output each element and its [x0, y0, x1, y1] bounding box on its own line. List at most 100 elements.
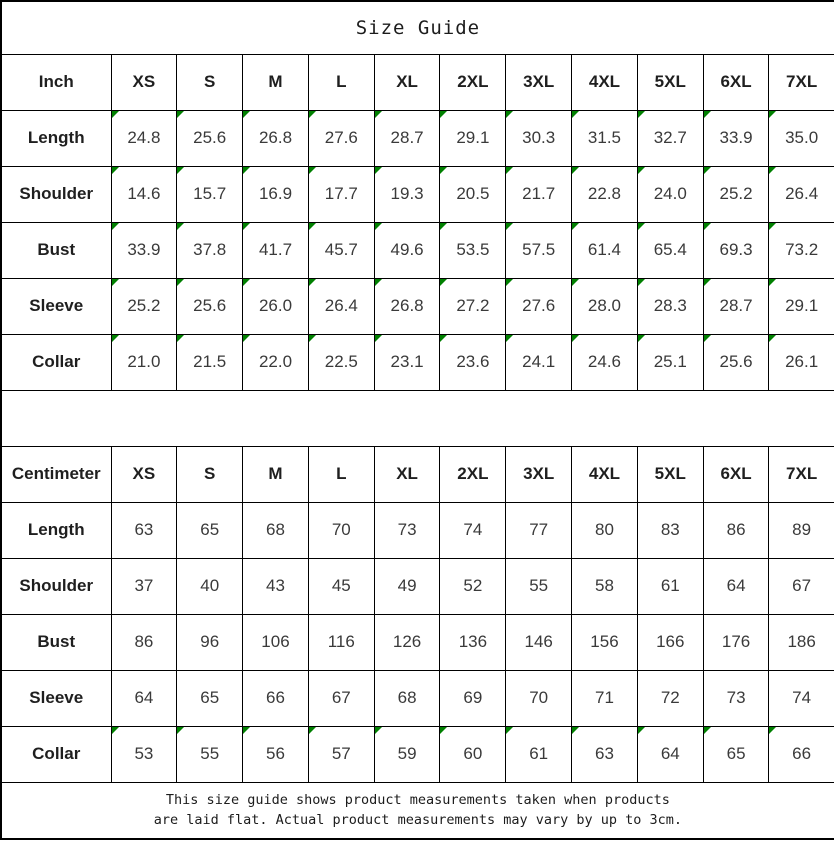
- value-text: 16.9: [258, 184, 293, 203]
- cell-corner-flag-icon: [374, 166, 382, 174]
- measurement-row-inch-bust: Bust 33.9 37.8 41.7 45.7 49.6 53.5 57.5 61.4 65.4…: [0, 221, 834, 279]
- value-cell-inch-length-5xl: 32.7: [636, 109, 704, 167]
- value-text: 31.5: [587, 128, 622, 147]
- cell-corner-flag-icon: [440, 278, 448, 286]
- value-text: 65: [726, 744, 746, 763]
- value-cell-centimeter-sleeve-l: 67: [307, 669, 375, 727]
- value-text: 136: [458, 632, 488, 651]
- value-text: 26.8: [390, 296, 424, 315]
- cell-corner-flag-icon: [769, 278, 777, 286]
- value-cell-inch-bust-2xl: 53.5: [439, 221, 507, 279]
- cell-corner-flag-icon: [308, 334, 316, 342]
- value-cell-centimeter-shoulder-xl: 49: [373, 557, 441, 615]
- value-cell-inch-shoulder-xl: 19.3: [373, 165, 441, 223]
- value-cell-inch-sleeve-6xl: 28.7: [702, 277, 770, 335]
- value-text: 22.0: [258, 352, 293, 371]
- value-text: 49.6: [390, 240, 424, 259]
- value-text: 57.5: [522, 240, 556, 259]
- value-cell-centimeter-shoulder-m: 43: [242, 557, 309, 615]
- value-cell-inch-shoulder-xs: 14.6: [110, 165, 178, 223]
- cell-corner-flag-icon: [703, 166, 711, 174]
- value-text: 186: [787, 632, 816, 651]
- cell-corner-flag-icon: [243, 726, 251, 734]
- cell-corner-flag-icon: [177, 334, 185, 342]
- cell-corner-flag-icon: [111, 278, 119, 286]
- value-text: 26.4: [785, 184, 819, 203]
- measurement-row-inch-length: Length 24.8 25.6 26.8 27.6 28.7 29.1 30.3 31.5 32…: [0, 109, 834, 167]
- value-cell-centimeter-collar-xs: 53: [110, 725, 178, 783]
- value-text: 41.7: [258, 240, 293, 259]
- footer-note-line2: are laid flat. Actual product measuremen…: [153, 812, 683, 829]
- value-text: 45.7: [324, 240, 358, 259]
- cell-corner-flag-icon: [637, 334, 645, 342]
- value-text: 71: [595, 688, 614, 707]
- value-text: 58: [595, 576, 614, 595]
- cell-corner-flag-icon: [177, 278, 185, 286]
- measure-label-centimeter-collar: Collar: [0, 725, 112, 783]
- cell-corner-flag-icon: [769, 222, 777, 230]
- value-text: 25.6: [719, 352, 753, 371]
- value-cell-centimeter-sleeve-3xl: 70: [505, 669, 573, 727]
- size-header-centimeter-xs: XS: [110, 445, 178, 503]
- value-text: 66: [792, 744, 812, 763]
- value-text: 86: [134, 632, 154, 651]
- cell-corner-flag-icon: [177, 166, 185, 174]
- value-cell-inch-sleeve-7xl: 29.1: [768, 277, 834, 335]
- value-cell-inch-length-6xl: 33.9: [702, 109, 770, 167]
- value-text: 61.4: [587, 240, 622, 259]
- value-cell-centimeter-bust-2xl: 136: [439, 613, 507, 671]
- measurement-row-centimeter-collar: Collar 53 55 56 57 59 60 61 63 64 65 66: [0, 725, 834, 783]
- size-header-inch-3xl: 3XL: [505, 53, 573, 111]
- footer-row: This size guide shows product measuremen…: [0, 781, 834, 840]
- value-cell-centimeter-sleeve-xs: 64: [110, 669, 178, 727]
- value-cell-centimeter-length-xl: 73: [373, 501, 441, 559]
- value-cell-inch-shoulder-6xl: 25.2: [702, 165, 770, 223]
- value-text: 27.2: [456, 296, 490, 315]
- cell-corner-flag-icon: [177, 110, 185, 118]
- value-text: 176: [721, 632, 751, 651]
- value-cell-centimeter-length-4xl: 80: [571, 501, 638, 559]
- value-cell-inch-bust-s: 37.8: [176, 221, 244, 279]
- value-cell-centimeter-shoulder-6xl: 64: [702, 557, 770, 615]
- measure-label-centimeter-bust: Bust: [0, 613, 112, 671]
- value-text: 22.8: [587, 184, 622, 203]
- cell-corner-flag-icon: [572, 166, 580, 174]
- value-cell-inch-collar-6xl: 25.6: [702, 333, 770, 391]
- value-text: 32.7: [653, 128, 687, 147]
- cell-corner-flag-icon: [637, 166, 645, 174]
- cell-corner-flag-icon: [637, 110, 645, 118]
- value-cell-inch-shoulder-4xl: 22.8: [571, 165, 638, 223]
- value-text: 24.6: [587, 352, 622, 371]
- cell-corner-flag-icon: [308, 222, 316, 230]
- value-text: 49: [397, 576, 417, 595]
- value-text: 35.0: [785, 128, 819, 147]
- value-cell-centimeter-shoulder-l: 45: [307, 557, 375, 615]
- cell-corner-flag-icon: [769, 726, 777, 734]
- measurement-row-centimeter-bust: Bust 86 96 106 116 126 136 146 156 166 176 186: [0, 613, 834, 671]
- value-cell-inch-collar-5xl: 25.1: [636, 333, 704, 391]
- value-cell-centimeter-bust-4xl: 156: [571, 613, 638, 671]
- value-text: 67: [792, 576, 812, 595]
- value-text: 73: [397, 520, 417, 539]
- cell-corner-flag-icon: [440, 222, 448, 230]
- value-text: 74: [463, 520, 483, 539]
- value-cell-centimeter-length-3xl: 77: [505, 501, 573, 559]
- cell-corner-flag-icon: [506, 278, 514, 286]
- value-text: 64: [134, 688, 154, 707]
- measurement-row-centimeter-length: Length 63 65 68 70 73 74 77 80 83 86 89: [0, 501, 834, 559]
- value-text: 73.2: [785, 240, 819, 259]
- value-cell-inch-collar-2xl: 23.6: [439, 333, 507, 391]
- value-text: 33.9: [127, 240, 161, 259]
- value-text: 61: [529, 744, 549, 763]
- cell-corner-flag-icon: [506, 166, 514, 174]
- value-cell-inch-bust-7xl: 73.2: [768, 221, 834, 279]
- value-text: 57: [331, 744, 351, 763]
- measurement-row-centimeter-sleeve: Sleeve 64 65 66 67 68 69 70 71 72 73 74: [0, 669, 834, 727]
- value-cell-centimeter-sleeve-m: 66: [242, 669, 309, 727]
- value-text: 52: [463, 576, 483, 595]
- cell-corner-flag-icon: [111, 334, 119, 342]
- value-cell-centimeter-length-m: 68: [242, 501, 309, 559]
- size-header-centimeter-3xl: 3XL: [505, 445, 573, 503]
